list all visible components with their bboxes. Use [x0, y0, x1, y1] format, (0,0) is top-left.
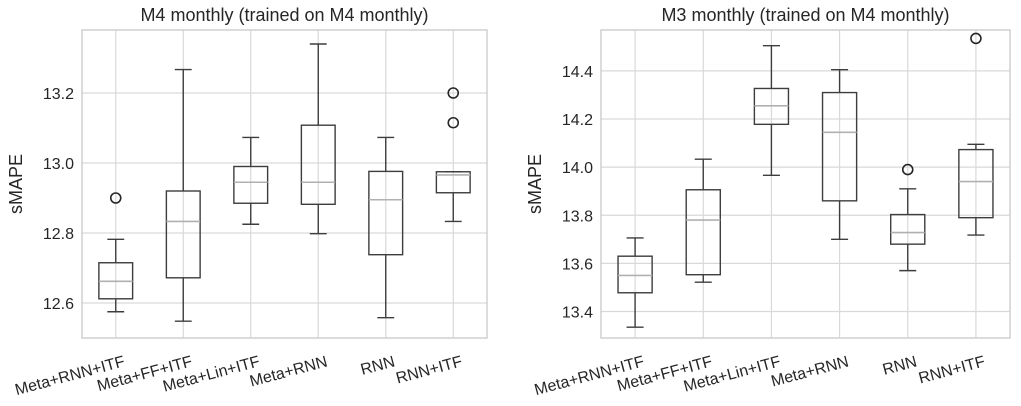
chart-1-box — [300, 124, 336, 205]
chart-1-outlier — [109, 192, 122, 204]
chart-2-ytick-label: 14.2 — [562, 112, 593, 129]
chart-2-frame — [600, 29, 1011, 339]
chart-1-ytick-label: 13.0 — [43, 156, 74, 173]
chart-2-ytick-label: 14.0 — [562, 160, 593, 177]
chart-2-box — [617, 255, 653, 294]
chart-2-ytick-label: 13.4 — [562, 305, 593, 322]
chart-1-outlier — [447, 116, 460, 129]
chart-1-box — [435, 171, 471, 194]
chart-1-ytick-label: 12.6 — [43, 296, 74, 313]
chart-1-ylabel: sMAPE — [6, 154, 26, 214]
chart-1-xtick-label: RNN+ITF — [394, 353, 464, 387]
chart-2-xtick-label: RNN+ITF — [917, 353, 987, 387]
chart-1-box — [368, 170, 404, 256]
chart-2-ylabel: sMAPE — [525, 154, 545, 214]
chart-1-xtick-label: Meta+RNN — [248, 353, 329, 390]
chart-1-outlier — [447, 87, 460, 99]
chart-2-outlier — [901, 163, 914, 176]
chart-1-title: M4 monthly (trained on M4 monthly) — [140, 5, 428, 25]
chart-1-box — [165, 190, 201, 279]
chart-2-ytick-label: 13.8 — [562, 208, 593, 225]
chart-1-xtick-label: RNN — [359, 353, 397, 378]
chart-2-box — [890, 213, 926, 245]
chart-1-ytick-label: 13.2 — [43, 86, 74, 103]
chart-2-title: M3 monthly (trained on M4 monthly) — [661, 5, 949, 25]
chart-2-box — [821, 91, 858, 202]
chart-2-xtick-label: RNN — [881, 353, 919, 378]
chart-2-box — [958, 148, 994, 219]
chart-2-box — [685, 189, 721, 276]
chart-2-ytick-label: 14.4 — [562, 64, 593, 81]
chart-2-outlier — [970, 32, 982, 45]
chart-1-ytick-label: 12.8 — [43, 226, 74, 243]
chart-1-box — [233, 165, 269, 204]
chart-2-ytick-label: 13.6 — [562, 256, 593, 273]
chart-2-xtick-label: Meta+RNN — [769, 353, 850, 390]
chart-1-frame — [81, 29, 488, 339]
